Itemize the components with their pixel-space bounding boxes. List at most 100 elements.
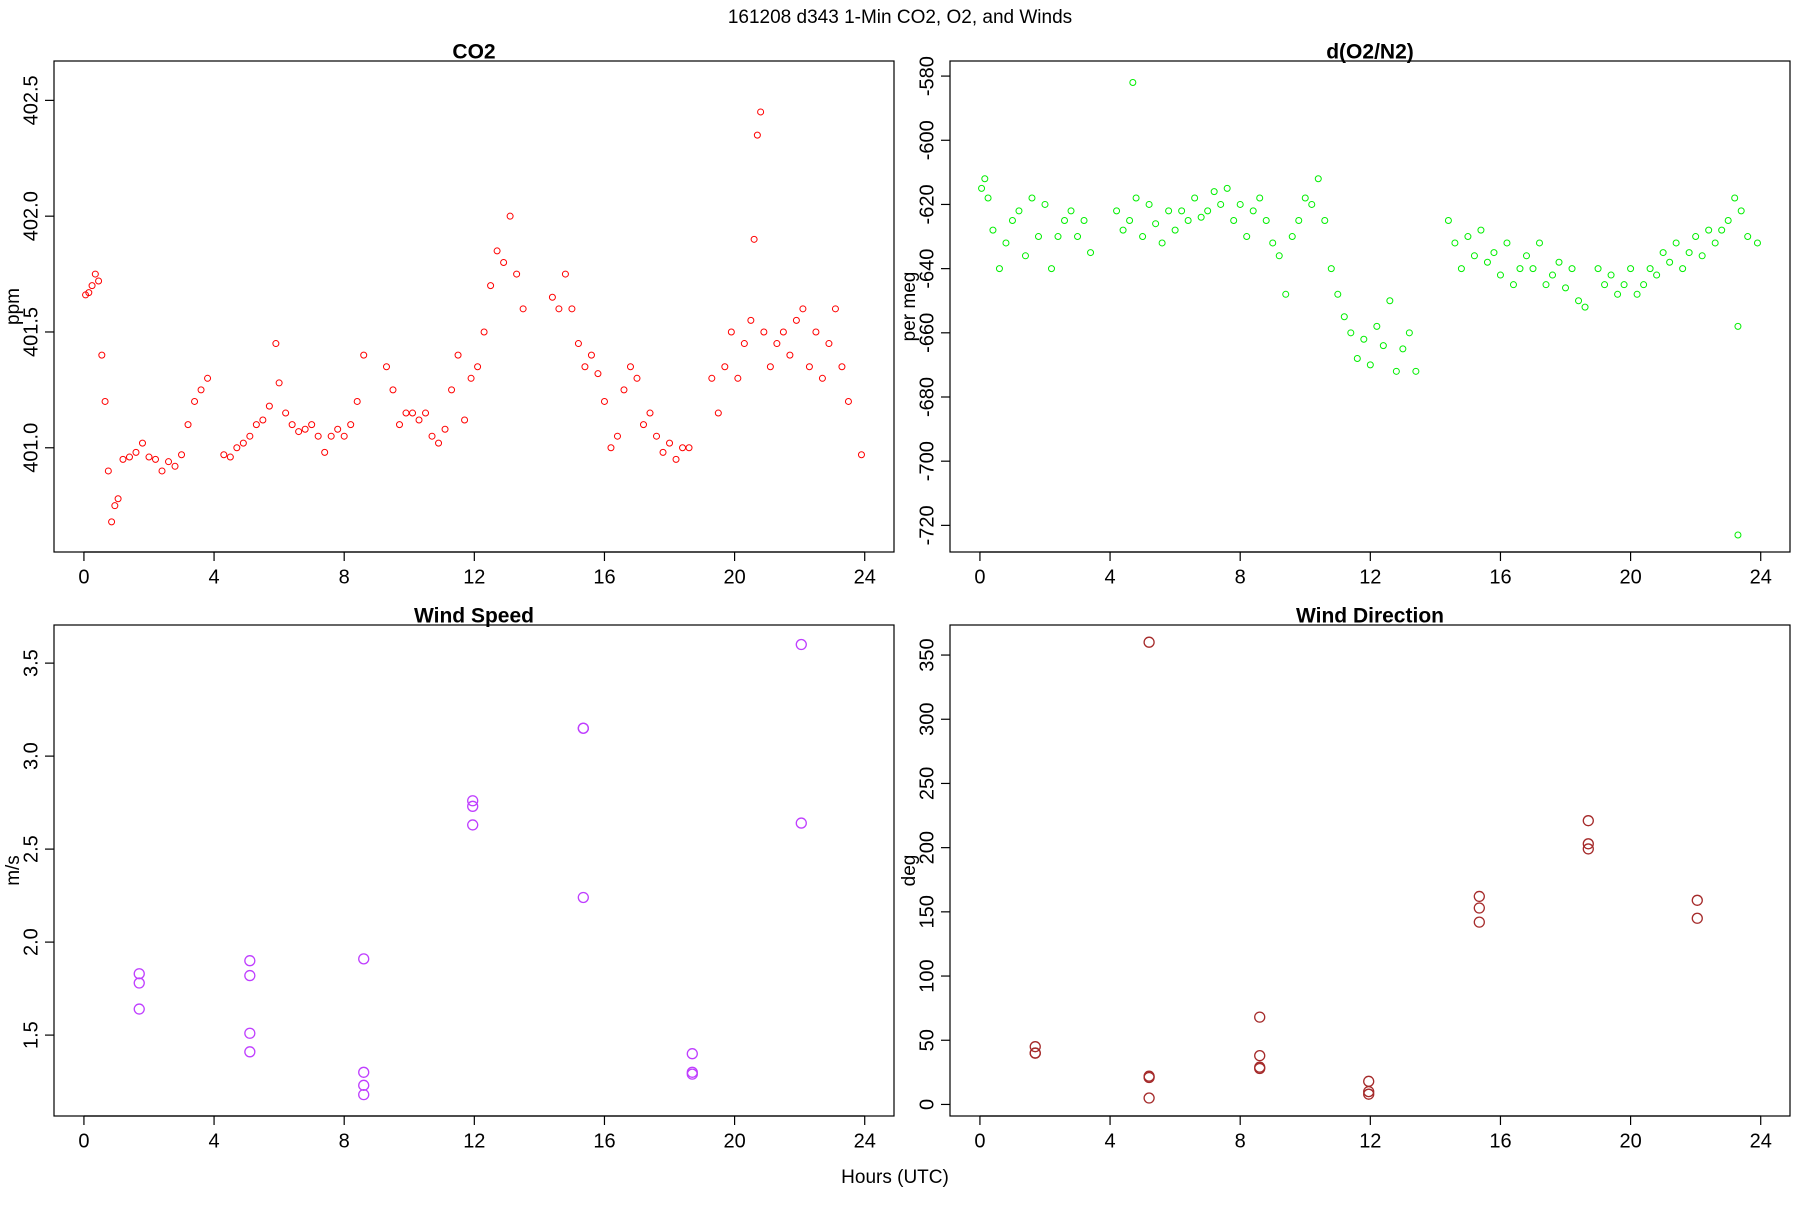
point xyxy=(1143,1092,1155,1104)
y-tick-label: 402.0 xyxy=(20,191,42,241)
point xyxy=(626,363,634,371)
point xyxy=(95,277,103,285)
point xyxy=(1275,252,1283,260)
point xyxy=(321,448,329,456)
point xyxy=(1002,239,1010,247)
point xyxy=(1119,226,1127,234)
point xyxy=(1633,290,1641,298)
point xyxy=(1210,188,1218,196)
point xyxy=(1718,226,1726,234)
point xyxy=(1692,233,1700,241)
point xyxy=(1399,345,1407,353)
point xyxy=(138,439,146,447)
plot-frame xyxy=(53,624,895,1117)
x-tick-label: 4 xyxy=(1104,566,1115,588)
point xyxy=(1363,1088,1375,1100)
point xyxy=(1464,233,1472,241)
point xyxy=(441,425,449,433)
y-tick-label: -580 xyxy=(916,56,938,96)
point xyxy=(1555,258,1563,266)
point xyxy=(1734,531,1742,539)
panel: Wind Speed m/s 0 4 8 12 16 20 24 1.5 2.0 2.5 3.0 3.5 xyxy=(3,605,895,1152)
point xyxy=(1594,265,1602,273)
point xyxy=(1171,226,1179,234)
point xyxy=(1444,216,1452,224)
x-tick-label: 12 xyxy=(1359,566,1381,588)
point xyxy=(119,455,127,463)
point xyxy=(1614,290,1622,298)
point xyxy=(1158,239,1166,247)
point xyxy=(577,891,589,904)
x-tick-label: 24 xyxy=(854,566,876,588)
point xyxy=(308,421,316,429)
point xyxy=(1640,281,1648,289)
x-tick-label: 4 xyxy=(208,1130,219,1152)
point xyxy=(252,421,260,429)
point xyxy=(158,467,166,475)
point xyxy=(114,495,122,503)
point xyxy=(1666,258,1674,266)
point xyxy=(1152,220,1160,228)
y-tick-label: 3.0 xyxy=(20,742,42,770)
panel-title: d(O2/N2) xyxy=(1326,41,1414,64)
point xyxy=(1568,265,1576,273)
y-tick-label: 50 xyxy=(916,1029,938,1051)
point xyxy=(244,1046,256,1058)
point xyxy=(577,722,589,734)
point xyxy=(1522,252,1530,260)
point xyxy=(327,432,335,440)
point xyxy=(358,1088,370,1101)
x-tick-label: 0 xyxy=(78,1130,89,1152)
point xyxy=(714,409,722,417)
point xyxy=(1132,194,1140,202)
point xyxy=(812,328,820,336)
point xyxy=(1314,175,1322,183)
point xyxy=(1473,902,1485,914)
y-tick-label: 350 xyxy=(916,638,938,671)
point xyxy=(1392,367,1400,375)
point xyxy=(1029,1047,1041,1059)
point xyxy=(1473,916,1485,928)
point xyxy=(1470,252,1478,260)
point xyxy=(1691,912,1703,924)
point xyxy=(1048,265,1056,273)
point xyxy=(721,363,729,371)
point xyxy=(1347,329,1355,337)
panel-title: Wind Direction xyxy=(1296,605,1444,628)
point xyxy=(639,421,647,429)
point xyxy=(838,363,846,371)
point xyxy=(1087,249,1095,257)
point xyxy=(454,351,462,359)
y-tick-label: -700 xyxy=(916,441,938,481)
y-axis-label: deg xyxy=(899,855,920,887)
point xyxy=(415,416,423,424)
point xyxy=(1620,281,1628,289)
point xyxy=(467,374,475,382)
point xyxy=(805,363,813,371)
y-tick-label: -620 xyxy=(916,184,938,224)
point xyxy=(1379,342,1387,350)
point xyxy=(1204,207,1212,215)
point xyxy=(1737,207,1745,215)
point xyxy=(548,293,556,301)
point xyxy=(740,340,748,348)
point xyxy=(1581,303,1589,311)
plot-frame xyxy=(949,624,1791,1117)
point xyxy=(334,425,342,433)
point xyxy=(1184,216,1192,224)
x-tick-label: 16 xyxy=(1489,566,1511,588)
point xyxy=(1080,216,1088,224)
point xyxy=(467,795,479,807)
point xyxy=(1582,838,1594,850)
point xyxy=(1236,200,1244,208)
point xyxy=(1282,290,1290,298)
point xyxy=(353,397,361,405)
y-tick-label: 3.5 xyxy=(20,649,42,677)
point xyxy=(686,1048,698,1060)
point xyxy=(1582,815,1594,827)
x-tick-label: 16 xyxy=(593,566,615,588)
x-tick-label: 8 xyxy=(1235,566,1246,588)
point xyxy=(995,265,1003,273)
point xyxy=(1363,1085,1375,1098)
